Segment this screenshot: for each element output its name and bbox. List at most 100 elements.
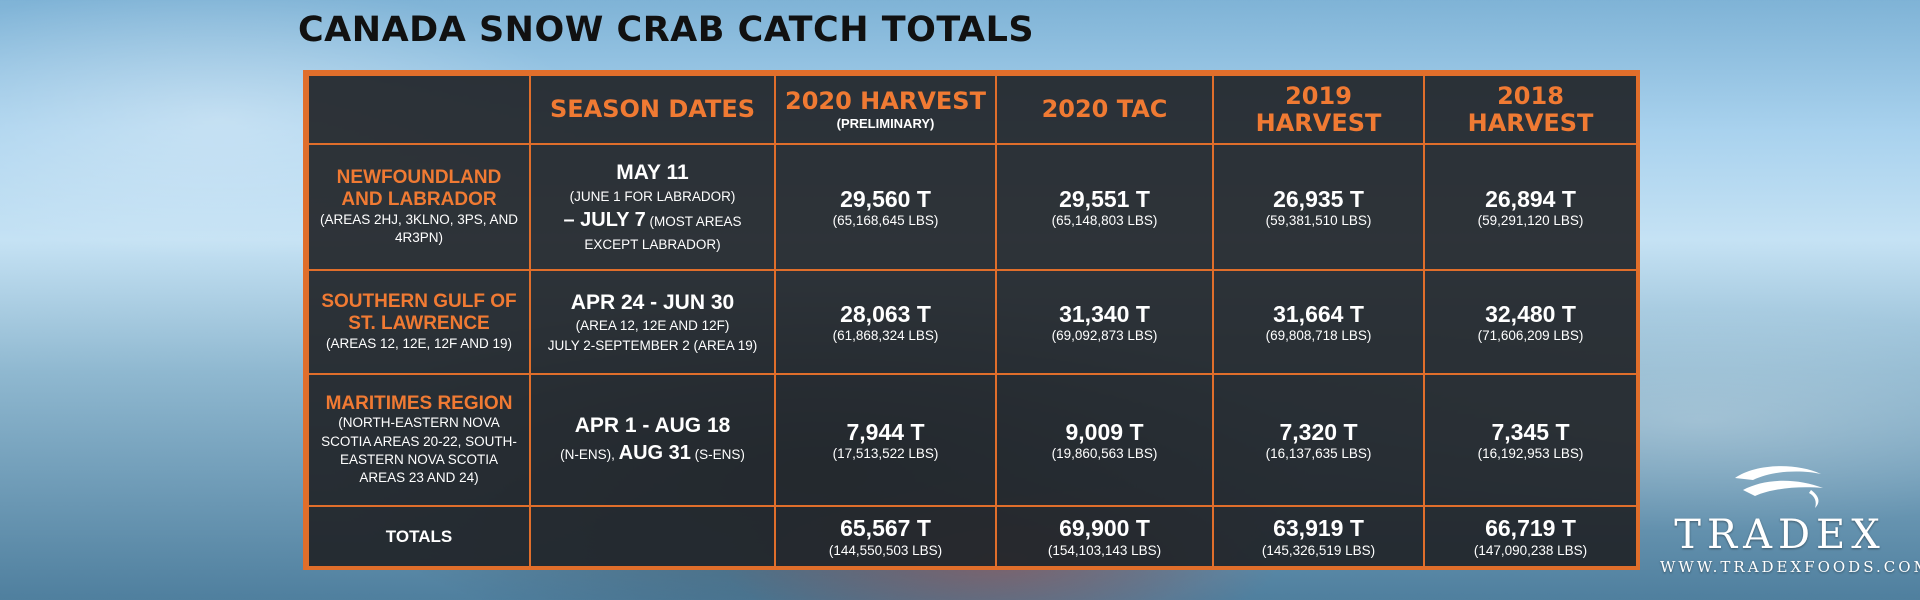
pounds-value: (59,381,510 LBS) [1265,213,1372,229]
wave-fish-icon [1735,466,1823,508]
header-2020-harvest-sub: (PRELIMINARY) [836,116,935,132]
pounds-value: (16,137,635 LBS) [1265,446,1372,462]
season-dates-cell: APR 1 - AUG 18 (N-ENS), AUG 31 (S-ENS) [529,373,776,507]
harvest-2019-cell: 31,664 T (69,808,718 LBS) [1212,269,1425,375]
region-cell: MARITIMES REGION (NORTH-EASTERN NOVA SCO… [307,373,531,507]
table-row: MARITIMES REGION (NORTH-EASTERN NOVA SCO… [307,373,1638,507]
harvest-2018-cell: 7,345 T (16,192,953 LBS) [1423,373,1638,507]
region-name: SOUTHERN GULF OF ST. LAWRENCE [321,291,517,334]
header-2020-harvest-label: 2020 HARVEST [785,86,986,115]
season-date-end-note-2: EXCEPT LABRADOR) [584,237,721,253]
pounds-value: (69,808,718 LBS) [1265,328,1372,344]
header-2020-tac: 2020 TAC [995,74,1214,145]
season-date-note: (N-ENS), [560,447,619,463]
tonnage-value: 26,894 T [1485,185,1576,212]
harvest-2019-cell: 7,320 T (16,137,635 LBS) [1212,373,1425,507]
season-date-end-note: (S-ENS) [690,447,745,463]
region-areas: (AREAS 12, 12E, 12F AND 19) [325,335,513,351]
header-2018-harvest-label: 2018 HARVEST [1467,82,1594,137]
region-areas: (AREAS 2HJ, 3KLNO, 3PS, AND 4R3PN) [319,211,519,245]
pounds-value: (61,868,324 LBS) [832,328,939,344]
pounds-value: (69,092,873 LBS) [1051,328,1158,344]
tonnage-value: 66,719 T [1485,515,1576,542]
tonnage-value: 29,551 T [1059,185,1150,212]
table-row: NEWFOUNDLAND AND LABRADOR (AREAS 2HJ, 3K… [307,143,1638,271]
tonnage-value: 69,900 T [1059,515,1150,542]
table-row: SOUTHERN GULF OF ST. LAWRENCE (AREAS 12,… [307,269,1638,375]
logo-url: WWW.TRADEXFOODS.COM [1660,558,1920,576]
harvest-2020-cell: 29,560 T (65,168,645 LBS) [774,143,997,271]
season-date-note: (AREA 12, 12E AND 12F) [575,318,730,334]
totals-row: TOTALS 65,567 T (144,550,503 LBS) 69,900 … [307,505,1638,568]
pounds-value: (59,291,120 LBS) [1477,213,1584,229]
tonnage-value: 65,567 T [840,515,931,542]
season-date-line: (N-ENS), AUG 31 (S-ENS) [539,439,766,468]
pounds-value: (65,148,803 LBS) [1051,213,1158,229]
pounds-value: (16,192,953 LBS) [1477,446,1584,462]
harvest-2019-cell: 26,935 T (59,381,510 LBS) [1212,143,1425,271]
pounds-value: (144,550,503 LBS) [828,542,943,558]
header-empty-cell [307,74,531,145]
logo-name: TRADEX [1674,512,1886,558]
pounds-value: (145,326,519 LBS) [1261,542,1376,558]
totals-label: TOTALS [385,526,453,546]
tonnage-value: 26,935 T [1273,185,1364,212]
tonnage-value: 32,480 T [1485,300,1576,327]
tonnage-value: 29,560 T [840,185,931,212]
tonnage-value: 28,063 T [840,300,931,327]
total-harvest-2018-cell: 66,719 T (147,090,238 LBS) [1423,505,1638,568]
total-harvest-2020-cell: 65,567 T (144,550,503 LBS) [774,505,997,568]
region-cell: NEWFOUNDLAND AND LABRADOR (AREAS 2HJ, 3K… [307,143,531,271]
season-date-end-note: (MOST AREAS [645,214,742,230]
region-name: NEWFOUNDLAND AND LABRADOR [336,166,502,210]
season-dates-cell: MAY 11 (JUNE 1 FOR LABRADOR) – JULY 7 (M… [529,143,776,271]
season-date-main: APR 1 - AUG 18 [574,413,731,437]
tac-2020-cell: 9,009 T (19,860,563 LBS) [995,373,1214,507]
harvest-2020-cell: 7,944 T (17,513,522 LBS) [774,373,997,507]
header-2018-harvest: 2018 HARVEST [1423,74,1638,145]
totals-label-cell: TOTALS [307,505,531,568]
tonnage-value: 63,919 T [1273,515,1364,542]
pounds-value: (17,513,522 LBS) [832,446,939,462]
header-2020-harvest: 2020 HARVEST (PRELIMINARY) [774,74,997,145]
region-areas: (NORTH-EASTERN NOVA SCOTIA AREAS 20-22, … [321,415,517,486]
header-row: SEASON DATES 2020 HARVEST (PRELIMINARY) … [307,74,1638,145]
pounds-value: (71,606,209 LBS) [1477,328,1584,344]
tac-2020-cell: 29,551 T (65,148,803 LBS) [995,143,1214,271]
season-date-main: MAY 11 [616,161,689,185]
tonnage-value: 9,009 T [1065,418,1144,445]
header-2019-harvest-label: 2019 HARVEST [1255,82,1382,137]
header-season-dates: SEASON DATES [529,74,776,145]
season-date-end: AUG 31 [618,442,691,465]
season-dates-cell: APR 24 - JUN 30 (AREA 12, 12E AND 12F) J… [529,269,776,375]
tonnage-value: 31,340 T [1059,300,1150,327]
region-cell: SOUTHERN GULF OF ST. LAWRENCE (AREAS 12,… [307,269,531,375]
header-2020-tac-label: 2020 TAC [1041,95,1168,124]
harvest-2018-cell: 26,894 T (59,291,120 LBS) [1423,143,1638,271]
harvest-2018-cell: 32,480 T (71,606,209 LBS) [1423,269,1638,375]
header-2019-harvest: 2019 HARVEST [1212,74,1425,145]
pounds-value: (65,168,645 LBS) [832,213,939,229]
header-season-dates-label: SEASON DATES [549,95,756,124]
pounds-value: (154,103,143 LBS) [1047,542,1162,558]
total-harvest-2019-cell: 63,919 T (145,326,519 LBS) [1212,505,1425,568]
season-date-end: – JULY 7 [563,209,646,232]
season-date-main: APR 24 - JUN 30 [570,290,735,314]
pounds-value: (19,860,563 LBS) [1051,446,1158,462]
catch-totals-table: SEASON DATES 2020 HARVEST (PRELIMINARY) … [303,70,1640,570]
totals-season-dates-cell [529,505,776,568]
tonnage-value: 7,320 T [1279,418,1358,445]
harvest-2020-cell: 28,063 T (61,868,324 LBS) [774,269,997,375]
tonnage-value: 31,664 T [1273,300,1364,327]
tonnage-value: 7,345 T [1491,418,1570,445]
pounds-value: (147,090,238 LBS) [1473,542,1588,558]
tac-2020-cell: 31,340 T (69,092,873 LBS) [995,269,1214,375]
page-title: CANADA SNOW CRAB CATCH TOTALS [298,10,1035,50]
total-tac-2020-cell: 69,900 T (154,103,143 LBS) [995,505,1214,568]
tradex-logo: TRADEX WWW.TRADEXFOODS.COM [1660,460,1920,590]
season-date-end-line: – JULY 7 (MOST AREAS [539,206,766,235]
season-date-note-2: JULY 2-SEPTEMBER 2 (AREA 19) [547,337,758,353]
season-date-note: (JUNE 1 FOR LABRADOR) [569,188,736,204]
region-name: MARITIMES REGION [325,392,513,414]
tonnage-value: 7,944 T [846,418,925,445]
